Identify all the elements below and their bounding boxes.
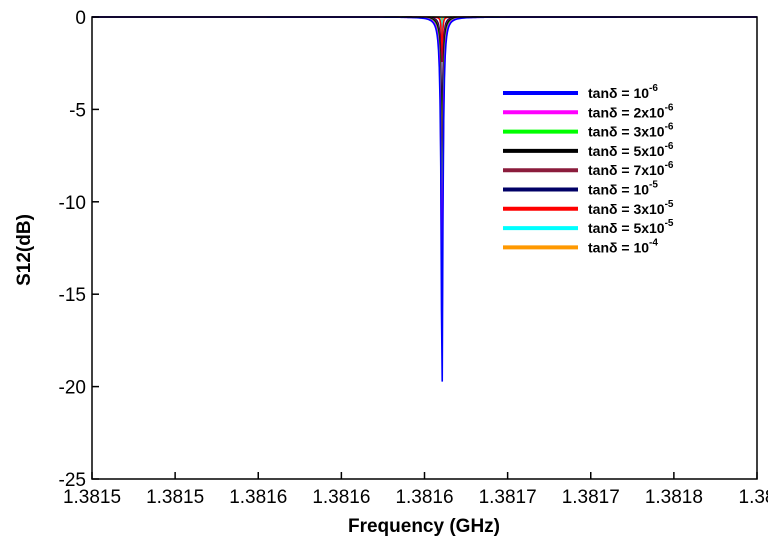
y-tick-label: -20 [59,378,86,399]
legend-label: tanδ = 10-4 [588,237,658,255]
legend-label: tanδ = 5x10-6 [588,141,674,159]
series-curves [92,16,757,382]
series-line [92,16,757,43]
x-tick-label: 1.3817 [562,487,620,508]
x-tick-label: 1.3815 [63,487,121,508]
legend-label: tanδ = 2x10-6 [588,102,674,120]
y-tick-label: 0 [75,8,86,29]
y-tick-label: -15 [59,285,86,306]
x-tick-label: 1.3817 [479,487,537,508]
series-line [92,16,757,63]
y-axis-title: S12(dB) [14,214,35,286]
legend-label: tanδ = 10-6 [588,83,658,101]
series-line [92,16,757,382]
x-tick-label: 1.3815 [146,487,204,508]
legend-label: tanδ = 10-5 [588,180,658,198]
y-tick-label: -10 [59,193,86,214]
y-axis-ticks: 0 -5 -10 -15 -20 -25 [59,8,99,491]
x-tick-label: 1.3816 [229,487,287,508]
x-axis-ticks: 1.3815 1.3815 1.3816 1.3816 1.3816 1.3817 1.38… [63,472,768,508]
x-tick-label: 1.3816 [395,487,453,508]
legend-label: tanδ = 7x10-6 [588,160,674,178]
y-tick-label: -5 [69,100,86,121]
legend-label: tanδ = 3x10-5 [588,199,674,217]
y-tick-label: -25 [59,470,86,491]
legend-label: tanδ = 3x10-6 [588,122,674,140]
x-tick-label: 1.38 [739,487,768,508]
x-tick-label: 1.3818 [645,487,703,508]
x-axis-title: Frequency (GHz) [348,516,500,537]
x-tick-label: 1.3816 [312,487,370,508]
legend-label: tanδ = 5x10-5 [588,218,674,236]
